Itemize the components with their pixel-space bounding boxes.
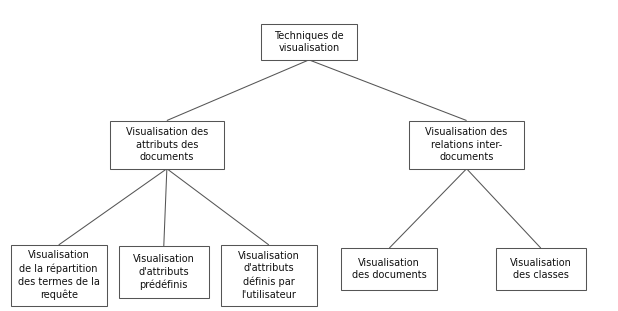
- Text: Visualisation
d'attributs
prédéfinis: Visualisation d'attributs prédéfinis: [133, 254, 195, 290]
- Text: Visualisation
de la répartition
des termes de la
requête: Visualisation de la répartition des term…: [18, 250, 99, 300]
- Text: Techniques de
visualisation: Techniques de visualisation: [274, 30, 344, 53]
- Text: Visualisation
d'attributs
définis par
l'utilisateur: Visualisation d'attributs définis par l'…: [238, 251, 300, 300]
- Text: Visualisation des
relations inter-
documents: Visualisation des relations inter- docum…: [425, 127, 508, 162]
- FancyBboxPatch shape: [110, 120, 224, 169]
- Text: Visualisation des
attributs des
documents: Visualisation des attributs des document…: [125, 127, 208, 162]
- FancyBboxPatch shape: [341, 248, 438, 290]
- FancyBboxPatch shape: [221, 245, 316, 305]
- FancyBboxPatch shape: [496, 248, 586, 290]
- FancyBboxPatch shape: [11, 245, 106, 305]
- FancyBboxPatch shape: [119, 246, 209, 298]
- Text: Visualisation
des classes: Visualisation des classes: [510, 258, 572, 281]
- FancyBboxPatch shape: [261, 24, 357, 60]
- Text: Visualisation
des documents: Visualisation des documents: [352, 258, 426, 281]
- FancyBboxPatch shape: [410, 120, 524, 169]
